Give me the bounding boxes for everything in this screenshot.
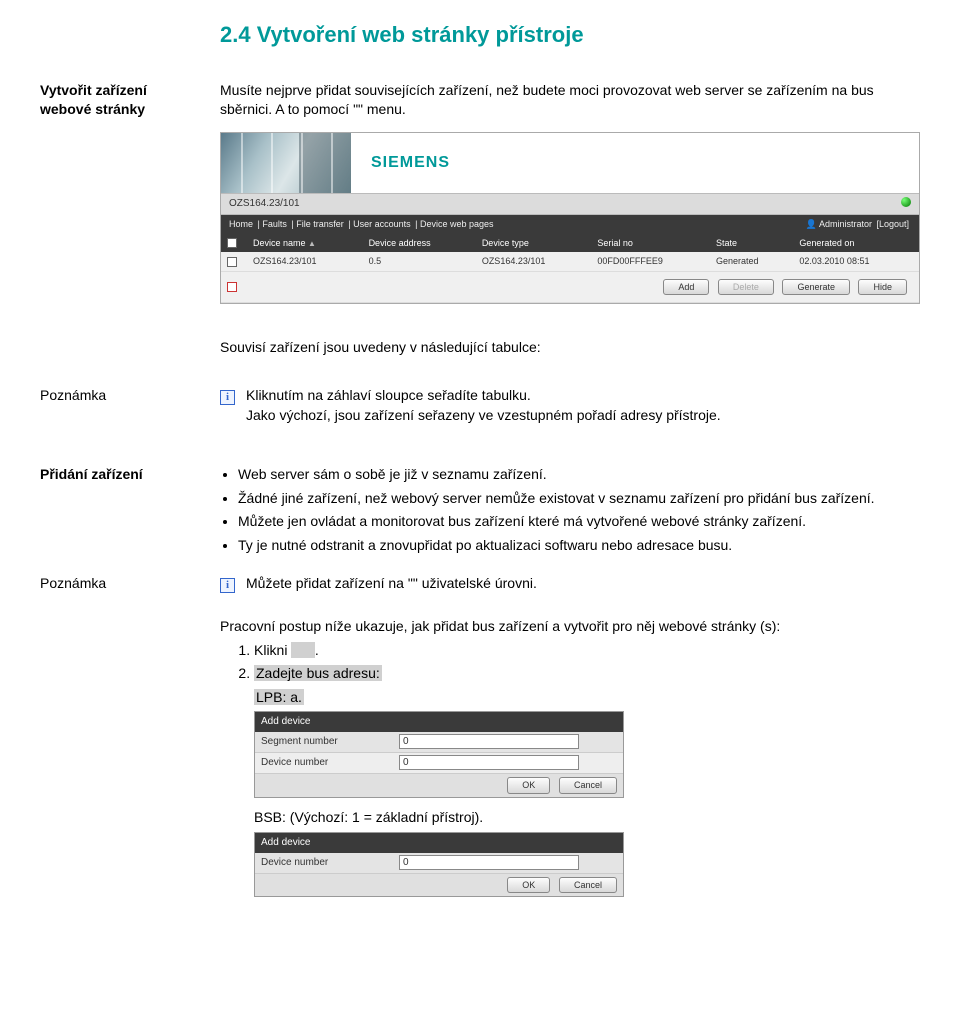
- bsb-line: BSB: (Výchozí: 1 = základní přístroj).: [254, 808, 920, 828]
- menu-home[interactable]: Home: [229, 219, 253, 229]
- step1-suffix: .: [315, 642, 319, 658]
- admin-label: Administrator: [819, 219, 872, 229]
- step1-text: Klikni: [254, 642, 291, 658]
- col-state[interactable]: State: [710, 234, 793, 253]
- bullet-1: Web server sám o sobě je již v seznamu z…: [238, 465, 920, 485]
- sidelabel-note-1: Poznámka: [40, 387, 106, 403]
- dev-label: Device number: [255, 753, 395, 773]
- step-2: Zadejte bus adresu: LPB: a. Add device S…: [254, 664, 920, 897]
- note2-text: Můžete přidat zařízení na "" uživatelské…: [246, 574, 537, 594]
- bullet-3: Můžete jen ovládat a monitorovat bus zař…: [238, 512, 920, 532]
- cancel-button[interactable]: Cancel: [559, 877, 617, 894]
- info-icon: i: [220, 578, 235, 593]
- row-checkbox[interactable]: [227, 257, 237, 267]
- row-checkbox-empty[interactable]: [227, 282, 237, 292]
- cell-state: Generated: [710, 252, 793, 271]
- col-device-type[interactable]: Device type: [476, 234, 592, 253]
- dialog-title: Add device: [255, 833, 623, 853]
- note1-line2: Jako výchozí, jsou zařízení seřazeny ve …: [246, 406, 721, 426]
- logout-link[interactable]: [Logout]: [876, 219, 909, 229]
- cell-address: 0.5: [363, 252, 476, 271]
- menu-device-web-pages[interactable]: Device web pages: [420, 219, 494, 229]
- bullet-4: Ty je nutné odstranit a znovupřidat po a…: [238, 536, 920, 556]
- related-intro: Souvisí zařízení jsou uvedeny v následuj…: [220, 338, 920, 358]
- menu-faults[interactable]: Faults: [262, 219, 287, 229]
- status-led-icon: [901, 197, 911, 207]
- sidelabel-note-2: Poznámka: [40, 575, 106, 591]
- cell-serial: 00FD00FFFEE9: [591, 252, 710, 271]
- seg-label: Segment number: [255, 732, 395, 752]
- workflow-text: Pracovní postup níže ukazuje, jak přidat…: [220, 617, 920, 637]
- seg-input[interactable]: [399, 734, 579, 749]
- col-device-name[interactable]: Device name: [253, 238, 306, 248]
- cell-type: OZS164.23/101: [476, 252, 592, 271]
- dev-input[interactable]: [399, 855, 579, 870]
- add-device-dialog-lpb: Add device Segment number Device number …: [254, 711, 624, 798]
- lpb-line: LPB: a.: [254, 689, 304, 705]
- col-generated-on[interactable]: Generated on: [793, 234, 919, 253]
- dialog-title: Add device: [255, 712, 623, 732]
- note1-line1: Kliknutím na záhlaví sloupce seřadíte ta…: [246, 386, 721, 406]
- add-button[interactable]: Add: [663, 279, 709, 296]
- sidelabel-add: Přidání zařízení: [40, 465, 200, 485]
- col-serial-no[interactable]: Serial no: [591, 234, 710, 253]
- cancel-button[interactable]: Cancel: [559, 777, 617, 794]
- cell-name: OZS164.23/101: [247, 252, 363, 271]
- cell-generated: 02.03.2010 08:51: [793, 252, 919, 271]
- intro-text: Musíte nejprve přidat souvisejících zaří…: [220, 81, 920, 120]
- step2-text: Zadejte bus adresu:: [254, 665, 382, 681]
- siemens-screenshot: SIEMENS OZS164.23/101 Home | Faults | Fi…: [220, 132, 920, 304]
- step1-placeholder: [291, 642, 314, 658]
- generate-button[interactable]: Generate: [782, 279, 850, 296]
- menu-file-transfer[interactable]: File transfer: [296, 219, 344, 229]
- ok-button[interactable]: OK: [507, 777, 550, 794]
- device-table: Device name ▲ Device address Device type…: [221, 234, 919, 304]
- bullets-list: Web server sám o sobě je již v seznamu z…: [220, 465, 920, 555]
- step-1: Klikni .: [254, 641, 920, 661]
- hide-button[interactable]: Hide: [858, 279, 907, 296]
- info-icon: i: [220, 390, 235, 405]
- page-title: 2.4 Vytvoření web stránky přístroje: [220, 20, 920, 51]
- breadcrumb: OZS164.23/101: [229, 197, 300, 211]
- sidelabel-create: Vytvořit zařízení webové stránky: [40, 81, 200, 120]
- col-device-address[interactable]: Device address: [363, 234, 476, 253]
- bullet-2: Žádné jiné zařízení, než webový server n…: [238, 489, 920, 509]
- table-row[interactable]: OZS164.23/101 0.5 OZS164.23/101 00FD00FF…: [221, 252, 919, 271]
- siemens-logo: SIEMENS: [371, 152, 450, 174]
- add-device-dialog-bsb: Add device Device number OK Cancel: [254, 832, 624, 898]
- siemens-hero-image: [221, 133, 351, 193]
- dev-input[interactable]: [399, 755, 579, 770]
- dev-label: Device number: [255, 853, 395, 873]
- menu-user-accounts[interactable]: User accounts: [353, 219, 411, 229]
- header-checkbox[interactable]: [227, 238, 237, 248]
- ok-button[interactable]: OK: [507, 877, 550, 894]
- delete-button[interactable]: Delete: [718, 279, 774, 296]
